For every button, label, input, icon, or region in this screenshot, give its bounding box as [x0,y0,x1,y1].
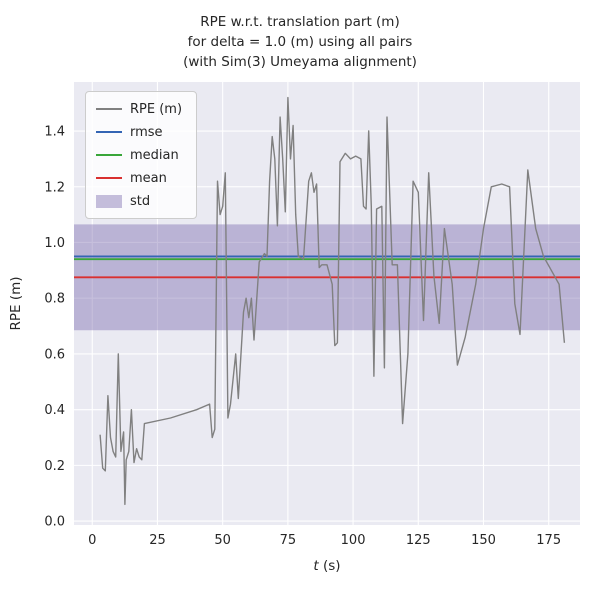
chart-title: RPE w.r.t. translation part (m) for delt… [0,13,600,73]
x-tick-label: 75 [280,533,297,548]
chart-title-line-1: RPE w.r.t. translation part (m) [200,14,400,30]
x-tick-label: 0 [88,533,96,548]
legend-item-mean: mean [96,170,182,186]
legend-item-median: median [96,147,182,163]
legend-label-rmse: rmse [130,124,163,140]
x-tick-label: 25 [149,533,166,548]
legend-swatch-rpe [96,107,122,111]
y-tick-label: 0.0 [44,515,65,530]
y-axis-label: RPE (m) [8,276,24,330]
y-tick-label: 1.0 [44,236,65,251]
x-tick-label: 100 [341,533,366,548]
x-tick-label: 125 [406,533,431,548]
x-tick-label: 150 [471,533,496,548]
legend-swatch-median [96,153,122,157]
y-tick-label: 1.2 [44,180,65,195]
legend-label-rpe: RPE (m) [130,101,183,117]
legend-swatch-rmse [96,130,122,134]
legend-item-rpe: RPE (m) [96,101,182,117]
y-tick-label: 0.8 [44,292,65,307]
rpe-series-line [99,96,566,506]
legend-item-std: std [96,193,182,209]
y-tick-label: 0.2 [44,459,65,474]
legend-label-mean: mean [130,170,167,186]
chart-title-line-2: for delta = 1.0 (m) using all pairs [187,33,413,50]
legend-swatch-mean [96,176,122,180]
x-axis-label: t (s) [313,558,340,574]
legend-label-std: std [130,193,151,209]
chart-title-line-3: (with Sim(3) Umeyama alignment) [183,53,417,70]
legend: RPE (m) rmse median mean std [85,91,198,219]
y-tick-label: 0.6 [44,347,65,362]
y-tick-label: 0.4 [44,403,65,418]
legend-label-median: median [130,147,179,163]
x-tick-label: 175 [536,533,561,548]
legend-item-rmse: rmse [96,124,182,140]
legend-swatch-std [96,194,122,208]
y-tick-label: 1.4 [44,125,65,140]
x-tick-label: 50 [214,533,231,548]
